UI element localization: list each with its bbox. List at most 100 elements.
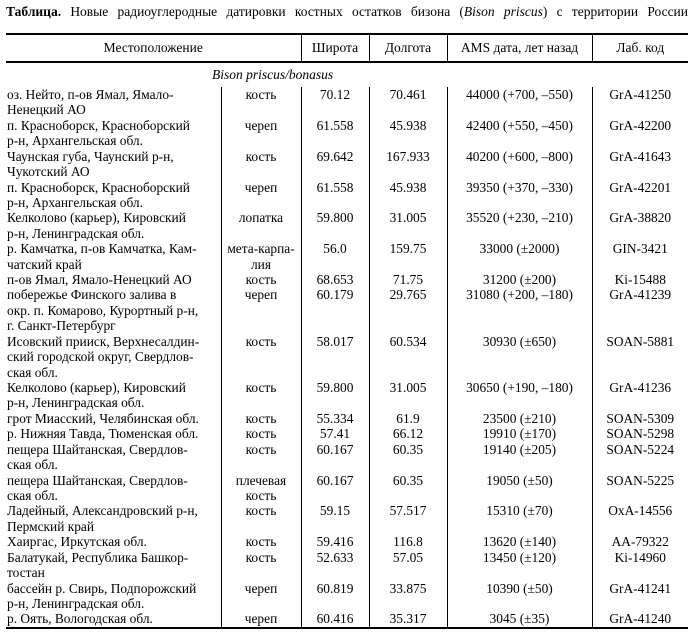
cell-location: Хаиргас, Иркутская обл. xyxy=(7,534,147,550)
cell-bone-type: череп xyxy=(220,179,301,211)
table-row: побережье Финского залива в окр. п. Кома… xyxy=(6,287,688,334)
cell-location: пещера Шайтанская, Свердлов- ская обл. xyxy=(7,441,188,473)
cell-ams-date: 19050 (±50) xyxy=(446,472,592,504)
cell-bone-type: череп xyxy=(220,580,301,612)
cell-bone-type: плечевая кость xyxy=(220,472,301,504)
cell-lab-code: OxA-14556 xyxy=(591,503,688,535)
cell-latitude: 57.41 xyxy=(300,426,369,442)
col-header-lab-code: Лаб. код xyxy=(591,33,688,63)
cell-ams-date: 39350 (+370, –330) xyxy=(446,179,592,211)
table-row: Хаиргас, Иркутская обл. кость 59.416 116.8 1… xyxy=(6,534,688,550)
species-section-row: Bison priscus/bonasus xyxy=(6,62,688,87)
cell-latitude: 60.167 xyxy=(300,472,369,504)
table-row: грот Миасский, Челябинская обл. кость 55.3… xyxy=(6,410,688,427)
cell-ams-date: 13450 (±120) xyxy=(446,549,592,581)
cell-latitude: 59.15 xyxy=(300,503,369,535)
cell-longitude: 31.005 xyxy=(368,380,447,411)
cell-ams-date: 19140 (±205) xyxy=(446,441,592,473)
table-row: Балатукай, Республика Башкор- тостан кост… xyxy=(6,549,688,581)
cell-bone-type: кость xyxy=(220,148,301,180)
cell-lab-code: SOAN-5309 xyxy=(591,410,688,427)
cell-ams-date: 10390 (±50) xyxy=(446,580,592,612)
cell-location: р. Камчатка, п-ов Камчатка, Кам- чатский… xyxy=(7,241,197,272)
cell-location: р. Оять, Вологодская обл. xyxy=(7,611,153,627)
species-section: Bison priscus/bonasus xyxy=(6,62,688,87)
cell-bone-type: кость xyxy=(220,534,301,550)
col-header-longitude: Долгота xyxy=(368,33,447,63)
cell-bone-type: череп xyxy=(220,117,301,149)
radiocarbon-dates-table: Местоположение Широта Долгота AMS дата, … xyxy=(6,33,688,629)
cell-latitude: 60.416 xyxy=(300,611,369,628)
table-row: пещера Шайтанская, Свердлов- ская обл. пл… xyxy=(6,472,688,504)
table-row: Исовский прииск, Верхнесалдин- ский горо… xyxy=(6,333,688,381)
cell-location: пещера Шайтанская, Свердлов- ская обл. xyxy=(7,472,188,503)
cell-location: р. Нижняя Тавда, Тюменская обл. xyxy=(7,426,199,442)
cell-lab-code: GrA-38820 xyxy=(591,210,688,242)
cell-latitude: 56.0 xyxy=(300,241,369,273)
cell-lab-code: GrA-42200 xyxy=(591,117,688,149)
col-header-ams-date: AMS дата, лет назад xyxy=(446,33,592,63)
cell-bone-type: кость xyxy=(220,87,301,118)
table-row: пещера Шайтанская, Свердлов- ская обл. ко… xyxy=(6,441,688,473)
table-caption-text: Новые радиоуглеродные датировки костных … xyxy=(70,4,464,19)
cell-ams-date: 30930 (±650) xyxy=(446,333,592,381)
table-row: р. Оять, Вологодская обл. череп 60.416 35.3… xyxy=(6,611,688,628)
cell-latitude: 70.12 xyxy=(300,87,369,118)
cell-lab-code: SOAN-5881 xyxy=(591,333,688,381)
cell-bone-type: кость xyxy=(220,426,301,442)
cell-longitude: 57.517 xyxy=(368,503,447,535)
cell-bone-type: кость xyxy=(220,549,301,581)
col-header-location: Местоположение xyxy=(6,33,301,63)
cell-longitude: 57.05 xyxy=(368,549,447,581)
cell-location: п-ов Ямал, Ямало-Ненецкий АО xyxy=(7,272,192,288)
cell-ams-date: 3045 (±35) xyxy=(446,611,592,628)
cell-ams-date: 33000 (±2000) xyxy=(446,241,592,273)
table-row: Келколово (карьер), Кировский р-н, Ленин… xyxy=(6,210,688,242)
cell-ams-date: 23500 (±210) xyxy=(446,410,592,427)
table-row: п. Красноборск, Красноборский р-н, Архан… xyxy=(6,117,688,149)
cell-longitude: 60.35 xyxy=(368,472,447,504)
cell-bone-type: кость xyxy=(220,380,301,411)
cell-lab-code: GrA-41240 xyxy=(591,611,688,628)
table-row: Чаунская губа, Чаунский р-н, Чукотский А… xyxy=(6,148,688,180)
cell-location: Чаунская губа, Чаунский р-н, Чукотский А… xyxy=(7,148,174,180)
cell-location: Ладейный, Александровский р-н, Пермский … xyxy=(7,503,198,534)
cell-ams-date: 44000 (+700, –550) xyxy=(446,87,592,118)
cell-bone-type: кость xyxy=(220,272,301,288)
cell-latitude: 60.167 xyxy=(300,441,369,473)
cell-latitude: 68.653 xyxy=(300,272,369,288)
cell-ams-date: 19910 (±170) xyxy=(446,426,592,442)
cell-ams-date: 15310 (±70) xyxy=(446,503,592,535)
cell-lab-code: SOAN-5224 xyxy=(591,441,688,473)
cell-longitude: 71.75 xyxy=(368,272,447,288)
cell-bone-type: лопатка xyxy=(220,210,301,242)
cell-location: Келколово (карьер), Кировский р-н, Ленин… xyxy=(7,210,186,241)
table-row: Келколово (карьер), Кировский р-н, Ленин… xyxy=(6,380,688,411)
cell-location: п. Красноборск, Красноборский р-н, Архан… xyxy=(7,117,190,149)
cell-latitude: 60.179 xyxy=(300,287,369,334)
cell-latitude: 59.800 xyxy=(300,380,369,411)
cell-bone-type: череп xyxy=(220,287,301,334)
cell-location: Келколово (карьер), Кировский р-н, Ленин… xyxy=(7,380,186,411)
cell-longitude: 159.75 xyxy=(368,241,447,273)
cell-location: бассейн р. Свирь, Подпорожский р-н, Лени… xyxy=(7,580,197,611)
cell-ams-date: 30650 (+190, –180) xyxy=(446,380,592,411)
cell-location: грот Миасский, Челябинская обл. xyxy=(7,410,199,426)
table-row: п-ов Ямал, Ямало-Ненецкий АО кость 68.653 7… xyxy=(6,272,688,288)
cell-ams-date: 35520 (+230, –210) xyxy=(446,210,592,242)
cell-longitude: 61.9 xyxy=(368,410,447,427)
cell-longitude: 33.875 xyxy=(368,580,447,612)
cell-bone-type: кость xyxy=(220,503,301,535)
cell-lab-code: Ki-15488 xyxy=(591,272,688,288)
cell-longitude: 60.35 xyxy=(368,441,447,473)
table-row: Ладейный, Александровский р-н, Пермский … xyxy=(6,503,688,535)
cell-longitude: 35.317 xyxy=(368,611,447,628)
table-row: бассейн р. Свирь, Подпорожский р-н, Лени… xyxy=(6,580,688,612)
species-section-header: Bison priscus/bonasus xyxy=(212,67,334,82)
cell-latitude: 69.642 xyxy=(300,148,369,180)
cell-location: Балатукай, Республика Башкор- тостан xyxy=(7,549,189,581)
table-row: п. Красноборск, Красноборский р-н, Архан… xyxy=(6,179,688,211)
col-header-latitude: Широта xyxy=(300,33,369,63)
cell-latitude: 58.017 xyxy=(300,333,369,381)
cell-latitude: 61.558 xyxy=(300,117,369,149)
